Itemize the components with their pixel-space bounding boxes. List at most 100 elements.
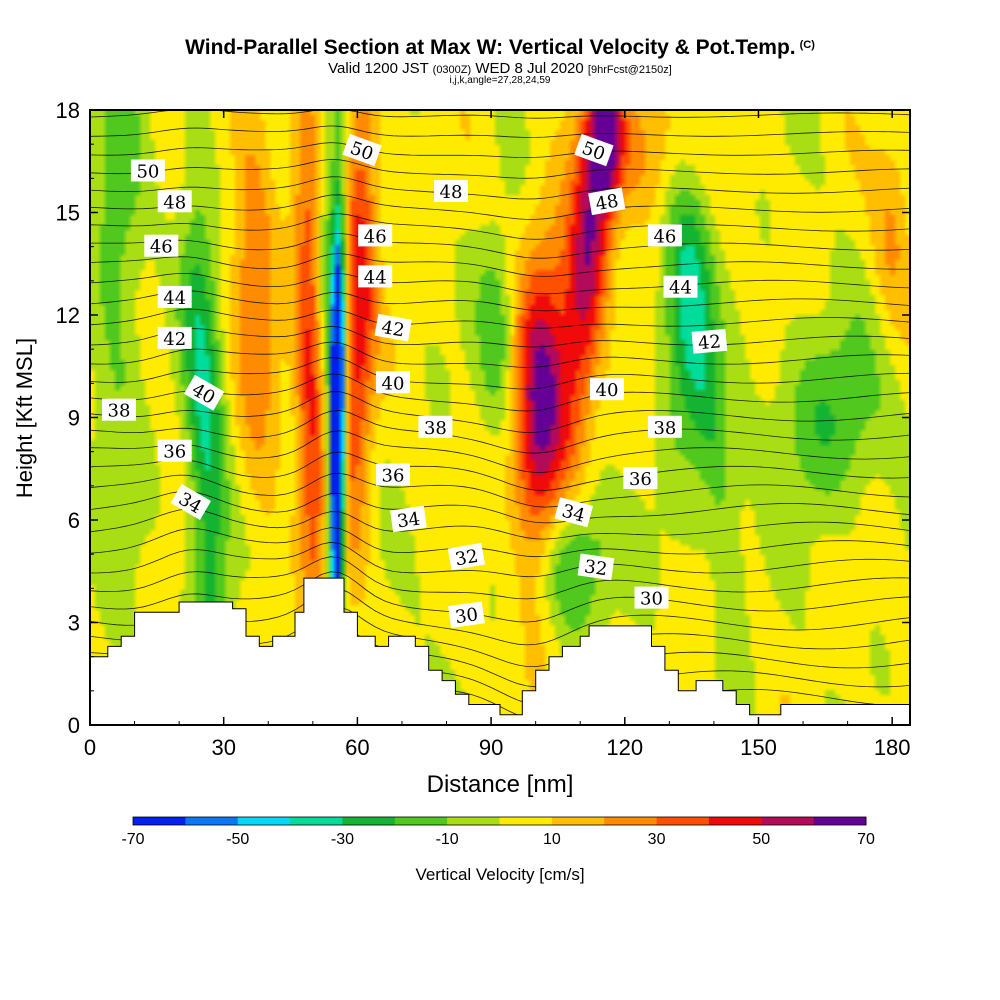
isentrope-line <box>90 125 910 138</box>
isentrope-line <box>90 508 910 540</box>
colorbar-tick-label: 50 <box>752 831 770 848</box>
colorbar: -70 -50 -30 -10 10 30 50 70 <box>121 816 875 848</box>
colorbar-tick-label: -30 <box>331 831 354 848</box>
colorbar-segment <box>237 817 291 825</box>
y-tick-label: 12 <box>56 303 80 328</box>
colorbar-segment <box>447 817 500 825</box>
isentrope-line <box>90 176 910 200</box>
isentrope-label: 34 <box>390 505 427 533</box>
y-tick-label: 6 <box>68 508 80 533</box>
svg-text:48: 48 <box>163 192 186 213</box>
colorbar-tick-label: 30 <box>648 831 666 848</box>
isentrope-label: 50 <box>130 159 165 183</box>
isentrope-label: 30 <box>634 586 669 610</box>
valid-time: Valid 1200 JST <box>328 60 429 77</box>
colorbar-tick-label: -50 <box>226 831 249 848</box>
svg-text:36: 36 <box>163 442 186 463</box>
isentrope-label: 40 <box>590 378 624 401</box>
copyright-mark: (C) <box>799 39 815 51</box>
isentrope-label: 40 <box>376 371 410 394</box>
svg-text:32: 32 <box>583 556 609 580</box>
svg-text:44: 44 <box>163 288 186 309</box>
svg-text:50: 50 <box>136 162 159 183</box>
y-axis-label: Height [Kft MSL] <box>12 338 37 498</box>
isentrope-line <box>90 232 910 259</box>
isentrope-line <box>90 253 910 277</box>
svg-text:46: 46 <box>364 226 387 247</box>
isentrope-line <box>90 490 910 524</box>
terrain-mask <box>89 577 911 726</box>
isentrope-label: 44 <box>358 265 393 288</box>
colorbar-segment <box>133 817 186 825</box>
svg-text:38: 38 <box>653 418 676 439</box>
isentrope-line <box>90 373 910 412</box>
x-tick-label: 0 <box>84 735 96 760</box>
isentrope-label: 44 <box>157 285 192 309</box>
y-tick-label: 9 <box>68 406 80 431</box>
isentrope-line <box>90 571 910 623</box>
y-tick-label: 18 <box>56 98 80 123</box>
isentrope-label: 42 <box>374 313 412 342</box>
svg-text:40: 40 <box>596 380 619 401</box>
svg-text:38: 38 <box>424 418 447 439</box>
svg-text:46: 46 <box>150 237 173 258</box>
isentrope-label: 36 <box>157 439 192 463</box>
forecast-info: [9hrFcst@2150z] <box>587 64 672 76</box>
isentrope-label: 32 <box>447 542 486 571</box>
isentrope-label: 46 <box>647 224 682 247</box>
valid-date: WED 8 Jul 2020 <box>475 60 584 77</box>
chart-title: Wind-Parallel Section at Max W: Vertical… <box>185 36 815 59</box>
svg-text:42: 42 <box>380 317 406 342</box>
isentrope-line <box>90 213 910 240</box>
x-tick-label: 180 <box>874 735 911 760</box>
svg-text:34: 34 <box>396 509 422 533</box>
contour-labels: 5048464442403836345046444240363448383230… <box>102 133 728 628</box>
svg-text:36: 36 <box>382 466 405 487</box>
isentrope-line <box>90 158 910 179</box>
isentrope-label: 44 <box>663 275 698 299</box>
y-tick-label: 0 <box>68 713 80 738</box>
svg-text:30: 30 <box>640 589 663 610</box>
colorbar-tick-label: -10 <box>436 831 459 848</box>
svg-text:30: 30 <box>454 604 480 628</box>
isentrope-label: 38 <box>418 415 453 439</box>
isentrope-line <box>90 110 910 119</box>
isentrope-line <box>90 472 910 508</box>
chart-subtitle: Valid 1200 JST (0300Z) WED 8 Jul 2020 [9… <box>0 60 1000 77</box>
x-tick-label: 30 <box>211 735 235 760</box>
x-tick-label: 90 <box>479 735 503 760</box>
svg-text:36: 36 <box>629 469 652 490</box>
isentrope-line <box>90 527 910 558</box>
x-tick-label: 150 <box>740 735 777 760</box>
isentrope-label: 50 <box>574 133 614 167</box>
isentrope-line <box>90 357 910 390</box>
isentrope-label: 36 <box>376 463 410 487</box>
svg-text:32: 32 <box>454 546 480 571</box>
isentrope-line <box>90 541 910 578</box>
isentrope-label: 46 <box>144 234 179 258</box>
y-tick-label: 3 <box>68 611 80 636</box>
isentrope-label: 32 <box>577 553 615 580</box>
isentrope-label: 48 <box>434 180 468 203</box>
y-tick-label: 15 <box>56 201 80 226</box>
x-tick-label: 60 <box>345 735 369 760</box>
isentrope-line <box>90 325 910 348</box>
x-tick-label: 120 <box>606 735 643 760</box>
isentrope-line <box>90 410 910 454</box>
colorbar-tick-label: 10 <box>543 831 561 848</box>
isentrope-line <box>90 194 910 220</box>
isentrope-label: 42 <box>691 328 728 354</box>
svg-text:46: 46 <box>653 226 676 247</box>
colorbar-segment <box>604 817 657 825</box>
colorbar-segment <box>394 817 448 825</box>
grid-indices: i,j,k,angle=27,28,24,59 <box>449 75 551 86</box>
x-axis-label: Distance [nm] <box>427 771 574 798</box>
svg-text:40: 40 <box>382 373 405 394</box>
colorbar-label: Vertical Velocity [cm/s] <box>415 865 584 884</box>
colorbar-segment <box>290 817 343 825</box>
svg-text:42: 42 <box>163 329 186 350</box>
isentrope-label: 36 <box>623 467 658 490</box>
svg-text:48: 48 <box>594 190 620 215</box>
